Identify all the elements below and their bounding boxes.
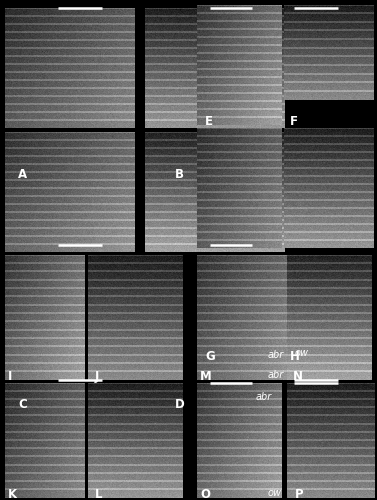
Text: abr: abr (268, 370, 284, 380)
Text: H: H (290, 350, 300, 363)
Text: K: K (8, 488, 17, 500)
Text: J: J (95, 370, 100, 383)
Text: ow: ow (268, 488, 282, 498)
Text: abr: abr (268, 350, 284, 360)
Text: G: G (205, 350, 215, 363)
Text: E: E (205, 115, 213, 128)
Text: ow: ow (295, 348, 309, 358)
Text: C: C (18, 398, 27, 411)
Text: B: B (175, 168, 184, 181)
Text: L: L (95, 488, 103, 500)
Text: F: F (290, 115, 298, 128)
Text: M: M (200, 370, 212, 383)
Text: D: D (175, 398, 185, 411)
Text: O: O (200, 488, 210, 500)
Text: A: A (18, 168, 27, 181)
Text: I: I (8, 370, 12, 383)
Text: abr: abr (256, 392, 272, 402)
Text: P: P (295, 488, 303, 500)
Text: N: N (293, 370, 303, 383)
